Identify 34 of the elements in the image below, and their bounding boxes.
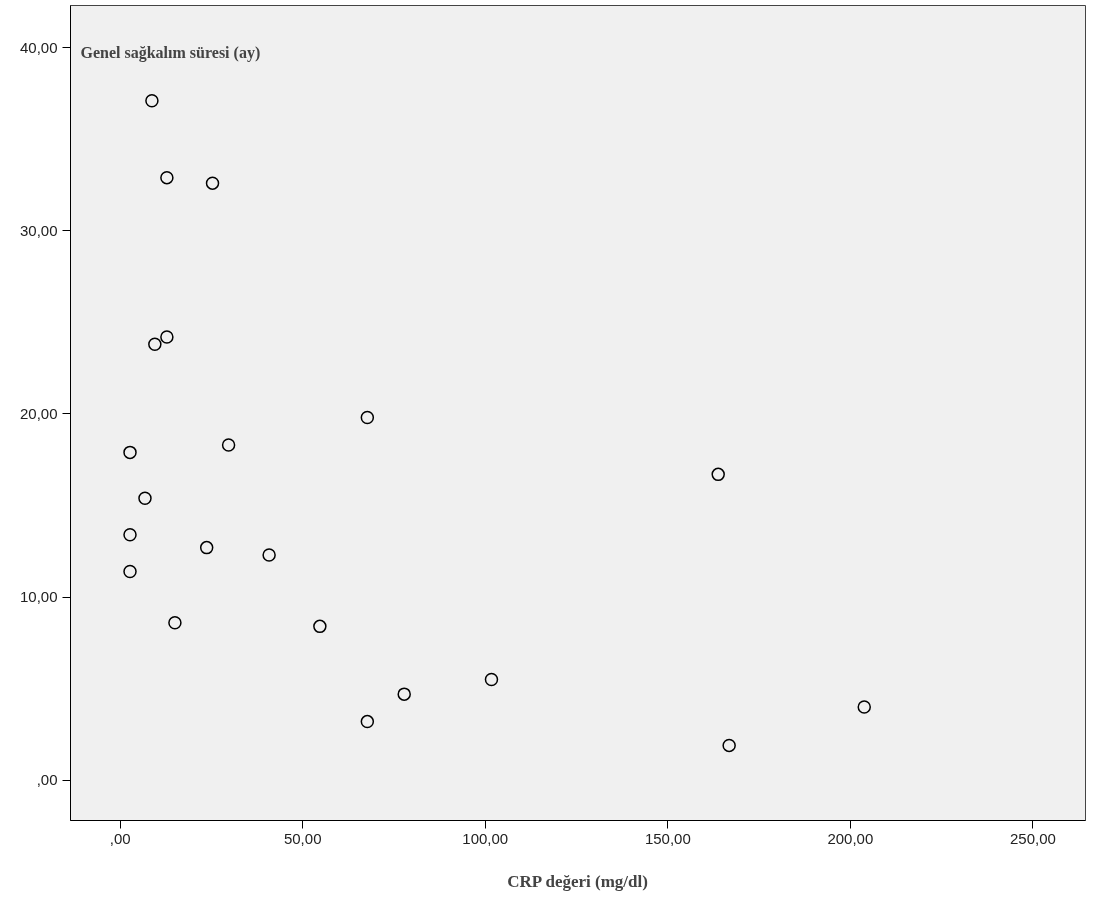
point [160,330,174,344]
point [145,94,159,108]
point [221,438,236,452]
x-tick-label: 50,00 [283,829,322,847]
point [857,700,871,714]
y-axis-title: Genel sağkalım süresi (ay) [80,43,261,62]
point [360,714,375,729]
point [148,337,162,352]
point [711,467,725,482]
point [722,738,736,753]
point [138,491,152,505]
point [160,170,174,185]
y-tick-label: 20,00 [19,404,58,422]
point [484,672,499,687]
x-tick-label: 200,00 [827,829,874,847]
point [397,687,411,701]
y-tick-label: 10,00 [19,588,58,606]
point [199,540,214,555]
y-tick-label: 30,00 [19,221,58,239]
x-axis-title: CRP değeri (mg/dl) [507,871,648,891]
point [168,615,182,630]
x-tick-label: 100,00 [462,829,509,847]
y-tick-label: 40,00 [19,38,58,56]
point [205,176,220,190]
point [123,564,137,579]
y-tick-label: ,00 [36,771,58,789]
point [123,528,137,542]
x-tick-label: 250,00 [1009,829,1056,847]
x-tick-label: 150,00 [644,829,691,847]
point [360,410,375,425]
point [123,445,137,460]
point [313,619,327,634]
x-tick-label: ,00 [109,829,131,847]
point [262,548,276,562]
